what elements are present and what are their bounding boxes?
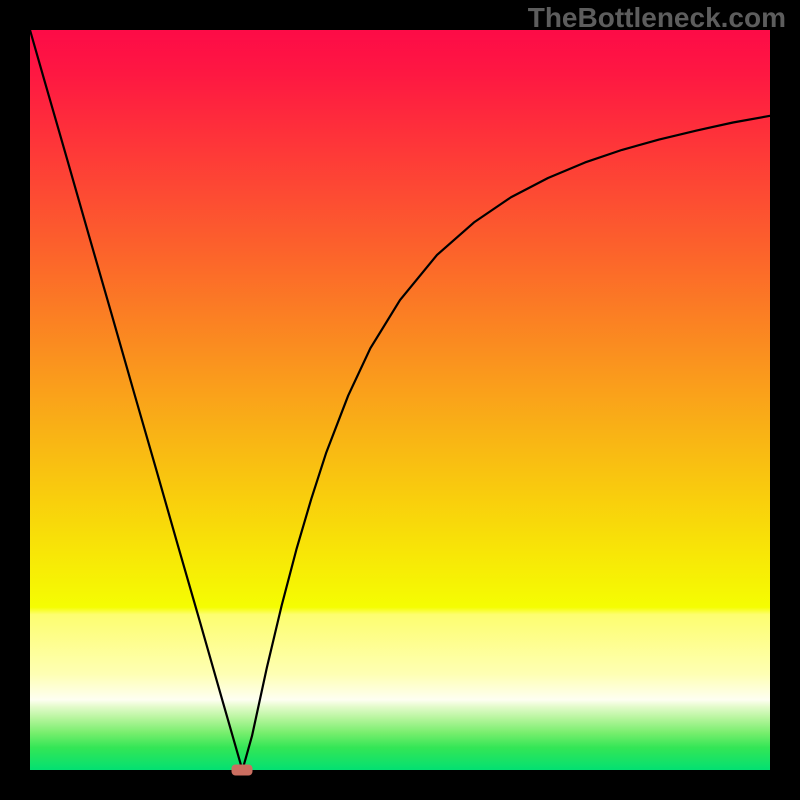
watermark-text: TheBottleneck.com — [528, 2, 786, 34]
chart-container: TheBottleneck.com — [0, 0, 800, 800]
curve-svg — [30, 30, 770, 770]
minimum-marker — [232, 765, 253, 776]
gradient-background — [30, 30, 770, 770]
plot-area — [30, 30, 770, 770]
